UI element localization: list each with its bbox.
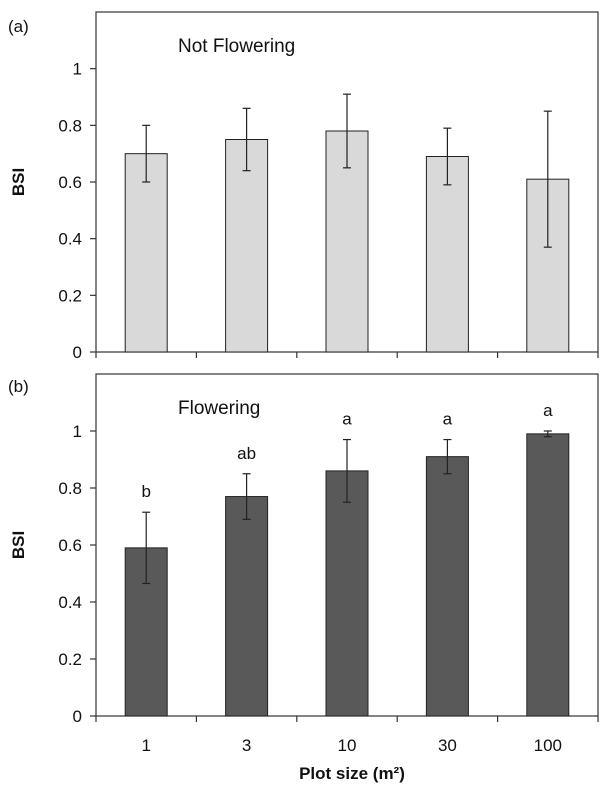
panel-label: (a) bbox=[8, 17, 29, 36]
y-tick-label: 0.4 bbox=[58, 230, 82, 249]
y-tick-label: 0.8 bbox=[58, 479, 82, 498]
panel-title: Not Flowering bbox=[178, 36, 295, 57]
bar bbox=[425, 456, 469, 717]
bar bbox=[225, 139, 269, 353]
bar bbox=[225, 496, 269, 717]
x-tick-label: 30 bbox=[438, 736, 457, 755]
x-tick-label: 1 bbox=[141, 736, 150, 755]
y-tick-label: 0.6 bbox=[58, 536, 82, 555]
bar bbox=[526, 433, 570, 717]
bar bbox=[124, 153, 168, 353]
panel-label: (b) bbox=[8, 377, 29, 396]
x-tick-label: 3 bbox=[242, 736, 251, 755]
y-tick-label: 0 bbox=[73, 343, 82, 362]
panel-title: Flowering bbox=[178, 398, 260, 419]
x-tick-label: 10 bbox=[338, 736, 357, 755]
bar bbox=[325, 470, 369, 717]
significance-letter: b bbox=[141, 482, 150, 501]
y-tick-label: 0 bbox=[73, 707, 82, 726]
y-axis-title: BSI bbox=[9, 168, 28, 196]
y-tick-label: 0.8 bbox=[58, 116, 82, 135]
x-tick-label: 100 bbox=[534, 736, 562, 755]
panel-b-flowering: (b) Flowering 0 0.2 0.4 0.6 0.8 1 BSI b 1 ab 3 a 10 a 30… bbox=[8, 373, 599, 755]
significance-letter: a bbox=[443, 410, 453, 429]
y-tick-label: 0.2 bbox=[58, 286, 82, 305]
y-tick-label: 0.6 bbox=[58, 173, 82, 192]
bar bbox=[425, 156, 469, 353]
significance-letter: ab bbox=[237, 444, 256, 463]
y-tick-label: 1 bbox=[73, 60, 82, 79]
y-tick-label: 1 bbox=[73, 422, 82, 441]
y-tick-label: 0.2 bbox=[58, 650, 82, 669]
panel-a-not-flowering: (a) Not Flowering 0 0.2 0.4 0.6 0.8 1 BSI bbox=[8, 11, 599, 362]
significance-letter: a bbox=[342, 410, 352, 429]
y-tick-label: 0.4 bbox=[58, 593, 82, 612]
significance-letter: a bbox=[543, 401, 553, 420]
y-axis-title: BSI bbox=[9, 531, 28, 559]
x-axis-title: Plot size (m²) bbox=[299, 764, 405, 783]
